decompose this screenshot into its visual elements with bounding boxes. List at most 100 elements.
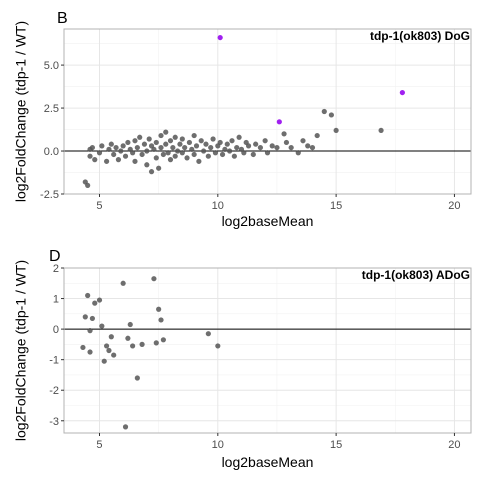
data-point <box>167 138 174 144</box>
data-point <box>167 157 174 163</box>
y-tick-label: 5.0 <box>44 60 59 72</box>
x-tick-label: 10 <box>212 439 224 451</box>
data-point <box>212 150 219 156</box>
x-tick-label: 5 <box>96 200 102 212</box>
data-point <box>153 340 159 346</box>
data-point <box>132 158 138 164</box>
data-point <box>96 150 103 156</box>
y-tick-label: 2 <box>53 263 59 275</box>
highlight-point <box>276 119 282 125</box>
data-point <box>80 344 86 351</box>
data-point <box>170 144 176 151</box>
panel-d: 5 10 15 20 -3 -2 -1 0 1 2 log2baseMean log2FoldChan… <box>13 248 472 470</box>
panel-annotation: tdp-1(ok803) DoG <box>370 29 470 43</box>
data-point <box>113 144 119 151</box>
data-point <box>118 148 124 154</box>
data-point <box>201 148 207 154</box>
data-point <box>108 334 114 340</box>
data-point <box>241 150 247 156</box>
data-point <box>191 151 197 158</box>
highlight-point <box>399 89 405 96</box>
data-point <box>103 158 110 164</box>
data-point <box>295 150 301 156</box>
data-point <box>378 127 384 134</box>
y-tick-label: 1 <box>53 294 59 306</box>
highlight-point <box>217 34 223 41</box>
data-point <box>227 148 233 154</box>
data-point <box>182 144 188 151</box>
x-tick-label: 10 <box>212 200 224 212</box>
data-point <box>300 138 306 144</box>
data-point <box>125 335 131 341</box>
x-axis-title: log2baseMean <box>222 213 314 229</box>
y-tick-label: 0.0 <box>44 146 59 158</box>
data-point <box>174 148 181 154</box>
data-point <box>250 151 256 158</box>
data-point <box>205 153 211 159</box>
y-tick-label: -2 <box>49 385 59 397</box>
data-point <box>224 141 230 147</box>
data-point <box>127 321 133 328</box>
data-point <box>177 141 183 147</box>
data-point <box>160 337 166 343</box>
panel-label: D <box>49 248 61 265</box>
panel-b: 5 10 15 20 -2.5 0.0 2.5 5.0 log2baseMean log2Fold… <box>13 10 472 229</box>
data-point <box>193 143 200 149</box>
data-point <box>132 138 138 144</box>
data-point <box>160 151 166 158</box>
data-point <box>158 132 164 139</box>
data-point <box>163 129 169 135</box>
data-point <box>253 141 259 147</box>
data-point <box>179 136 185 142</box>
data-point <box>156 165 162 171</box>
data-point <box>219 151 226 158</box>
data-point <box>172 134 178 140</box>
data-point <box>106 146 112 152</box>
data-point <box>288 144 294 151</box>
data-point <box>101 358 107 364</box>
data-point <box>257 144 264 151</box>
data-point <box>148 169 155 175</box>
data-point <box>208 144 214 151</box>
data-point <box>186 139 193 146</box>
data-point <box>203 141 209 147</box>
data-point <box>106 347 112 354</box>
data-point <box>269 143 275 149</box>
data-point <box>189 146 195 152</box>
data-point <box>134 144 140 151</box>
data-point <box>87 153 93 159</box>
data-point <box>141 141 148 147</box>
data-point <box>120 280 126 286</box>
data-point <box>158 317 164 323</box>
data-point <box>231 153 237 159</box>
x-tick-label: 20 <box>448 200 460 212</box>
data-point <box>87 328 93 334</box>
data-point <box>82 314 88 320</box>
data-point <box>144 162 150 168</box>
data-point <box>108 141 114 147</box>
data-point <box>137 134 143 140</box>
data-point <box>151 146 157 152</box>
data-point <box>184 155 190 161</box>
data-point <box>85 182 91 189</box>
x-tick-label: 15 <box>330 439 342 451</box>
data-point <box>222 146 228 152</box>
data-point <box>217 139 223 146</box>
data-point <box>172 153 178 159</box>
data-point <box>151 276 157 282</box>
data-point <box>210 136 216 142</box>
data-point <box>89 144 95 151</box>
data-point <box>274 144 280 151</box>
data-point <box>163 141 169 147</box>
y-tick-label: -2.5 <box>40 189 59 201</box>
data-point <box>309 144 316 151</box>
panel-border <box>63 28 472 195</box>
data-point <box>111 352 117 358</box>
data-point <box>245 143 252 149</box>
data-point <box>165 150 171 156</box>
data-point <box>179 150 185 156</box>
data-point <box>153 155 159 161</box>
panel-background <box>64 268 471 433</box>
data-point <box>99 143 105 149</box>
